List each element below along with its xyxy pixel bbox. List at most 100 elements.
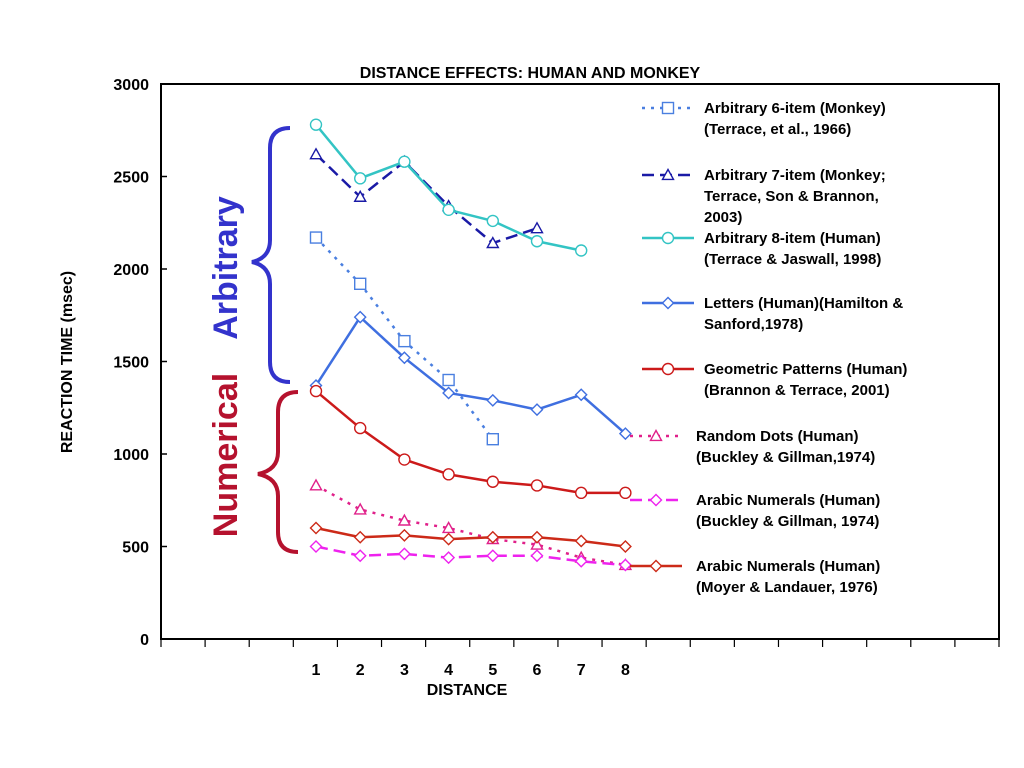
data-point-diamond	[486, 549, 500, 563]
data-point-diamond	[397, 547, 411, 561]
data-point-square	[442, 373, 455, 387]
legend-label: Sanford,1978)	[704, 316, 803, 333]
x-tick-label: 3	[400, 662, 409, 679]
data-point-square	[661, 101, 675, 115]
series-3	[309, 118, 588, 257]
x-tick-label: 7	[577, 662, 586, 679]
y-tick-label: 3000	[113, 77, 149, 94]
series-1	[309, 231, 499, 446]
x-tick-label: 5	[488, 662, 497, 679]
data-point-circle	[619, 486, 632, 500]
series-line	[315, 545, 626, 567]
legend-label: Geometric Patterns (Human)	[704, 361, 907, 378]
data-point-triangle	[353, 502, 367, 515]
legend-item-7: Arabic Numerals (Human) (Buckley & Gillma…	[630, 492, 880, 530]
series-7	[309, 540, 632, 572]
legend-label: 2003)	[704, 209, 742, 226]
data-point-circle	[486, 475, 499, 488]
data-point-triangle	[397, 513, 412, 526]
x-tick-label: 1	[312, 662, 321, 679]
numerical-brace	[257, 390, 299, 554]
data-point-diamond	[618, 540, 632, 553]
y-tick-label: 2000	[113, 262, 149, 279]
data-point-diamond	[574, 534, 588, 548]
y-tick-label: 1500	[113, 355, 149, 372]
data-point-triangle	[530, 221, 544, 234]
legend-label: (Terrace, et al., 1966)	[704, 121, 851, 138]
data-point-diamond	[442, 551, 456, 565]
data-point-circle	[530, 235, 544, 248]
legend-item-4: Letters (Human)(Hamilton & Sanford,1978)	[642, 295, 903, 333]
legend-item-8: Arabic Numerals (Human) (Moyer & Landauer…	[630, 558, 880, 596]
data-point-square	[486, 433, 499, 446]
data-point-circle	[575, 486, 588, 500]
data-point-diamond	[397, 351, 411, 365]
legend-label: Arbitrary 7-item (Monkey;	[704, 167, 886, 184]
series-line	[314, 315, 627, 435]
legend-label: Arabic Numerals (Human)	[696, 492, 880, 509]
data-point-diamond	[618, 427, 632, 441]
series-8	[309, 521, 632, 553]
numerical-group-label: Numerical	[207, 373, 245, 537]
data-point-circle	[309, 118, 323, 131]
y-tick-label: 2500	[113, 170, 149, 187]
data-point-diamond	[397, 528, 411, 542]
data-point-diamond	[353, 310, 367, 324]
legend-label: (Buckley & Gillman, 1974)	[696, 513, 879, 530]
data-point-triangle	[486, 236, 500, 249]
data-point-diamond	[486, 393, 500, 407]
data-point-diamond	[530, 403, 544, 417]
data-point-diamond	[353, 530, 367, 544]
series-line	[315, 153, 538, 245]
data-point-circle	[442, 203, 455, 217]
data-point-diamond	[442, 532, 456, 546]
data-point-circle	[398, 453, 411, 466]
data-point-diamond	[661, 296, 675, 310]
data-point-diamond	[442, 386, 456, 400]
legend-label: Arbitrary 6-item (Monkey)	[704, 100, 886, 117]
series-line	[315, 484, 626, 567]
y-tick-label: 1000	[113, 447, 149, 464]
legend-item-3: Arbitrary 8-item (Human) (Terrace & Jaswa…	[642, 230, 881, 268]
data-point-diamond	[574, 554, 588, 568]
x-tick-label: 8	[621, 662, 630, 679]
x-tick-label: 6	[533, 662, 542, 679]
data-point-diamond	[574, 388, 588, 402]
legend-label: Random Dots (Human)	[696, 428, 859, 445]
data-point-triangle	[353, 189, 367, 202]
x-tick-label: 2	[356, 662, 365, 679]
series-5	[309, 384, 632, 500]
y-tick-label: 0	[140, 632, 149, 649]
data-point-triangle	[441, 521, 456, 534]
data-point-square	[309, 231, 323, 244]
data-point-circle	[486, 214, 499, 228]
chart-title: DISTANCE EFFECTS: HUMAN AND MONKEY	[360, 65, 701, 82]
axes: 0 500 1000 1500 2000 2500 3000 1 2 3 4 5 6 7 8	[113, 77, 1000, 679]
data-point-circle	[661, 362, 675, 376]
legend-label: Arbitrary 8-item (Human)	[704, 230, 881, 247]
data-point-triangle	[530, 537, 544, 550]
legend-item-6: Random Dots (Human) (Buckley & Gillman,19…	[630, 428, 875, 466]
data-point-diamond	[530, 530, 544, 544]
data-point-triangle	[309, 147, 323, 160]
x-axis-title: DISTANCE	[427, 682, 508, 699]
data-point-diamond	[618, 558, 632, 572]
data-point-diamond	[309, 540, 323, 553]
arbitrary-brace	[251, 126, 291, 384]
legend-label: (Moyer & Landauer, 1976)	[696, 579, 878, 596]
data-point-circle	[575, 244, 588, 257]
arbitrary-group-label: Arbitrary	[207, 196, 245, 340]
legend-item-1: Arbitrary 6-item (Monkey) (Terrace, et al…	[642, 100, 886, 138]
data-point-diamond	[486, 530, 500, 544]
data-point-circle	[354, 172, 367, 185]
data-point-square	[398, 334, 411, 348]
data-point-diamond	[353, 549, 367, 563]
series-4	[309, 310, 632, 441]
legend-label: (Buckley & Gillman,1974)	[696, 449, 875, 466]
data-point-diamond	[309, 521, 323, 535]
data-point-triangle	[649, 429, 663, 442]
data-point-circle	[442, 468, 455, 481]
x-tick-label: 4	[444, 662, 453, 679]
data-point-circle	[530, 479, 544, 492]
